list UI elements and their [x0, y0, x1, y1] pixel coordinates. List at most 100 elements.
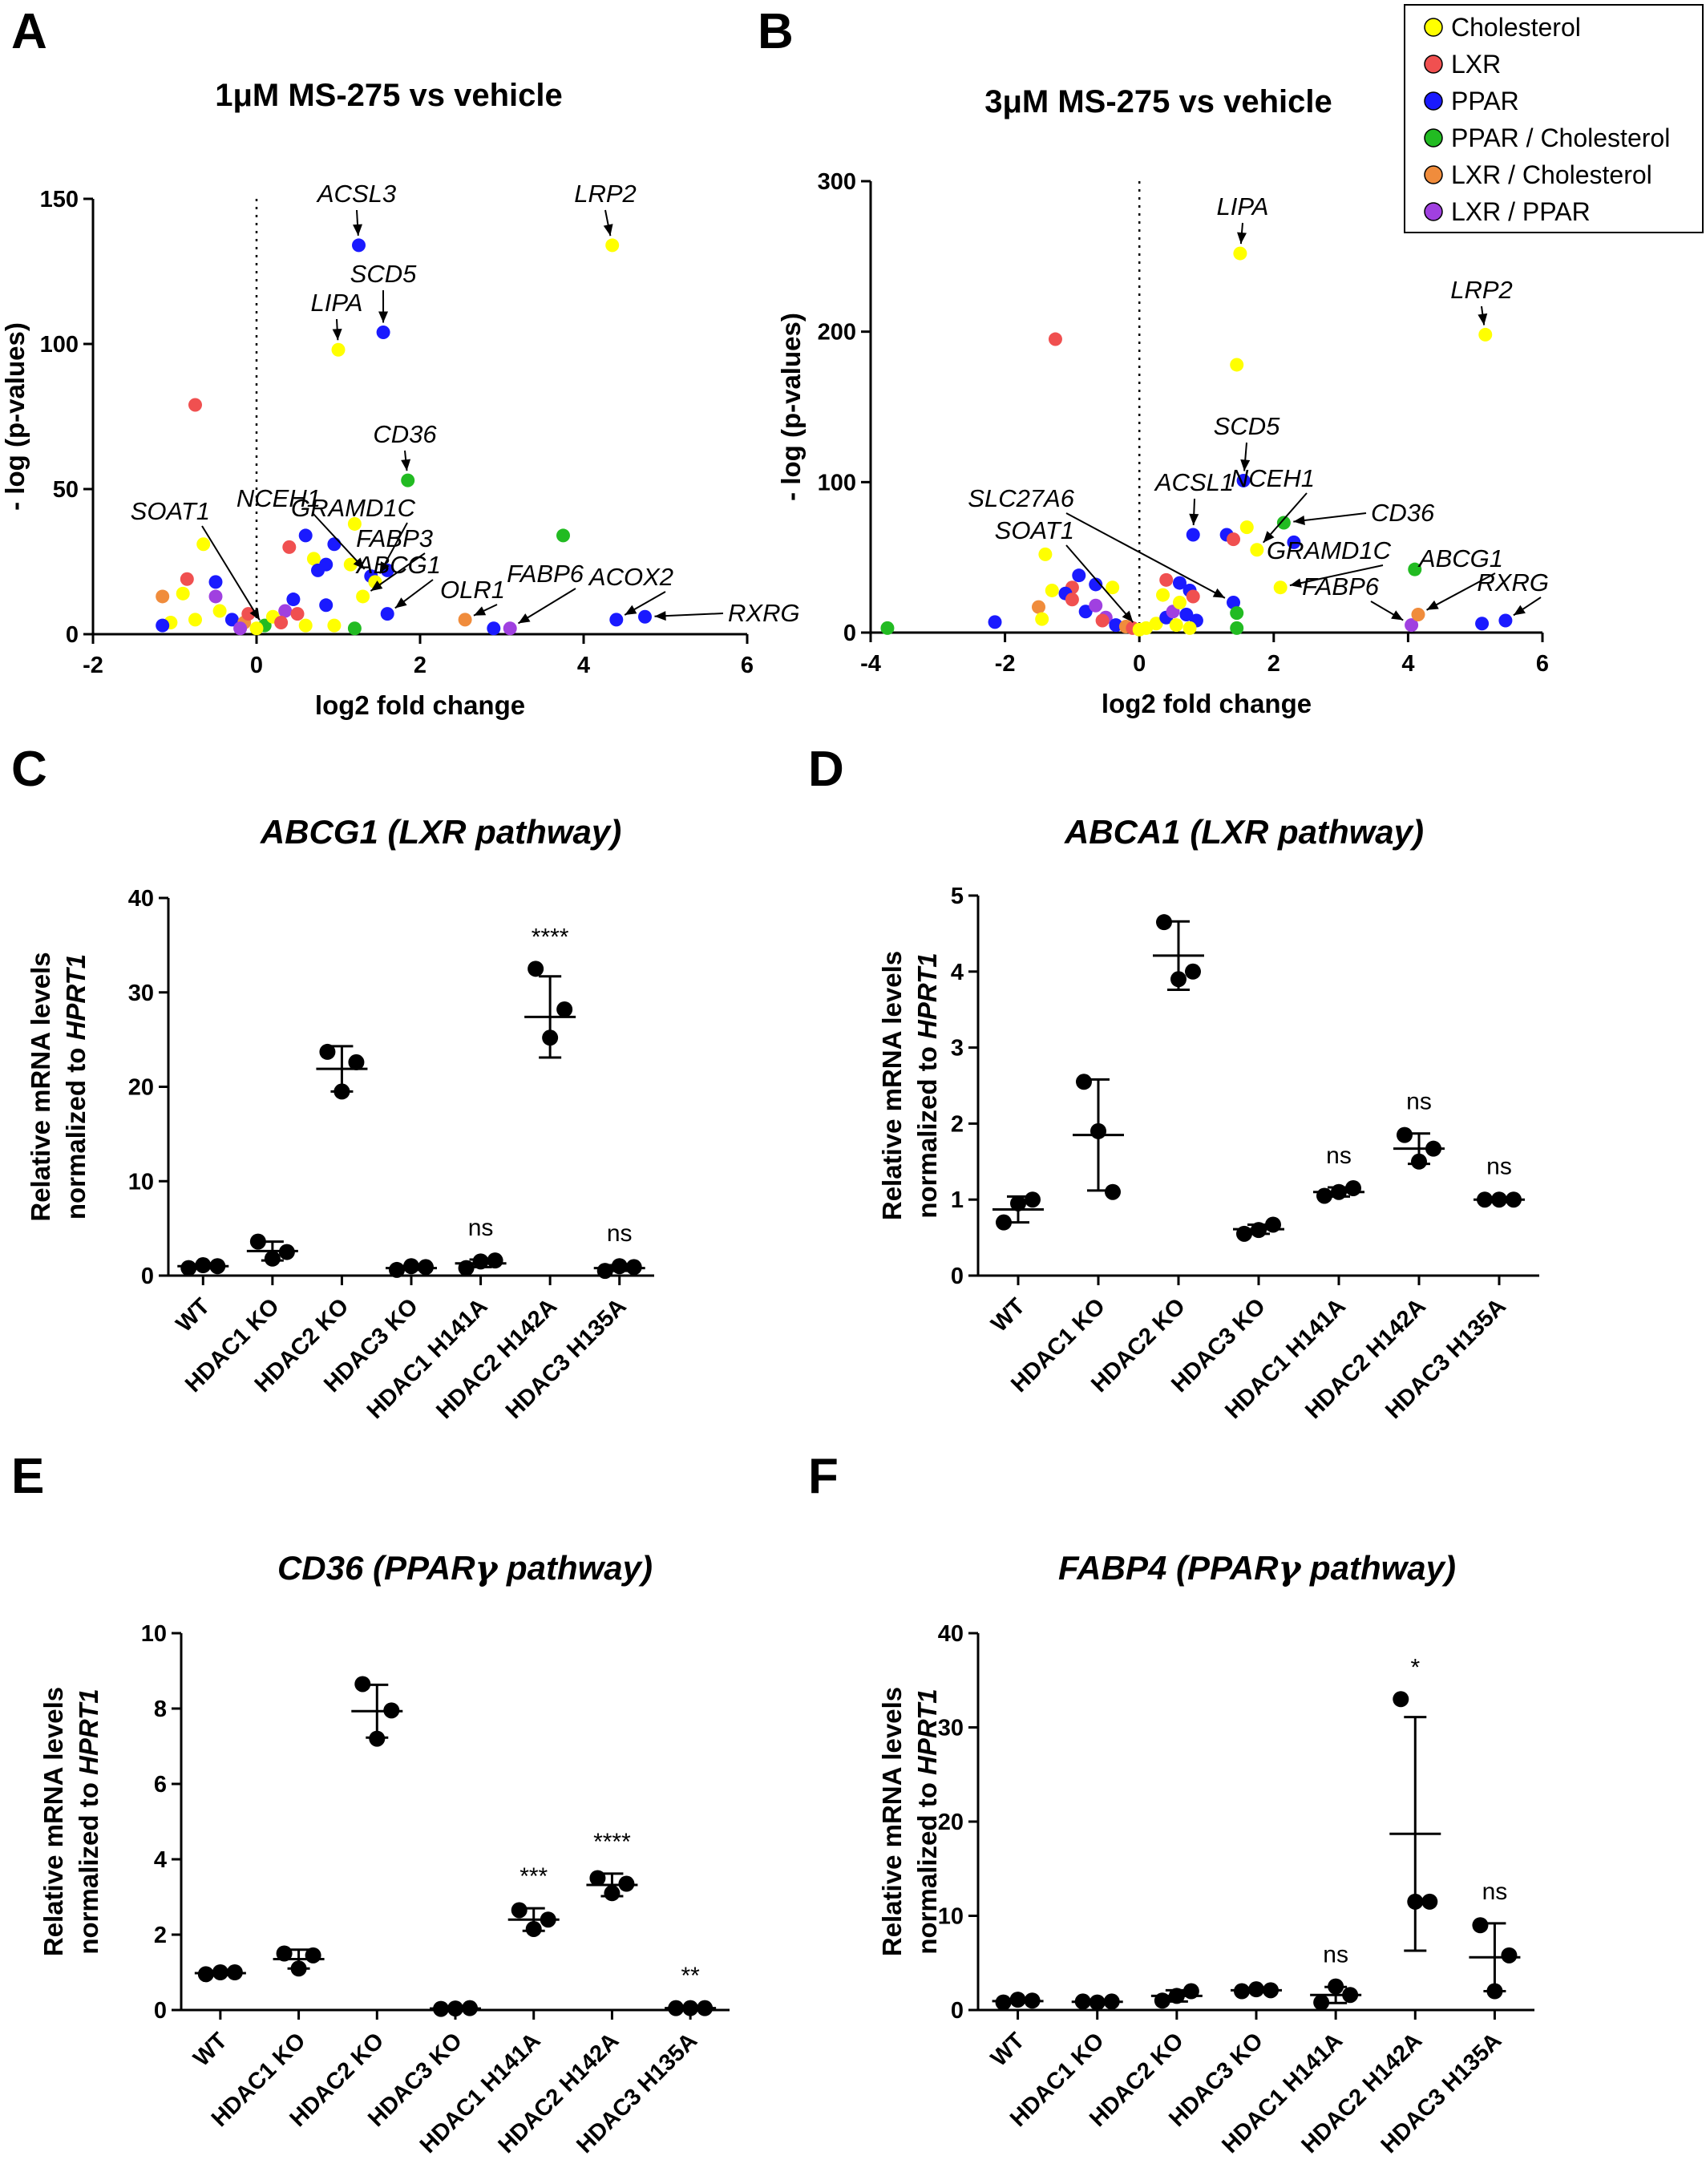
- y-tick-label: 50: [53, 477, 79, 503]
- gene-label: NCEH1: [236, 484, 321, 512]
- annotation-arrowhead: [1240, 459, 1251, 471]
- replicate-point: [511, 1902, 528, 1919]
- legend-entry: LXR / Cholesterol: [1424, 160, 1652, 189]
- data-point: [1498, 613, 1513, 628]
- significance-label: ns: [468, 1215, 494, 1241]
- annotation-arrowhead: [401, 459, 411, 471]
- chart-title-part: pathway): [497, 1549, 653, 1587]
- y-tick-label: 6: [154, 1772, 167, 1798]
- x-tick-label: 4: [577, 653, 590, 678]
- annotation-arrowhead: [1391, 610, 1404, 621]
- annotation-arrow: [312, 512, 366, 570]
- gene-label: SCD5: [350, 260, 417, 288]
- y-tick-label: 0: [154, 1998, 167, 2024]
- y-axis-label-line2: normalized to HPRT1: [912, 1689, 942, 1954]
- panel-letter-a: A: [11, 4, 47, 59]
- x-tick-label: 2: [1267, 651, 1280, 677]
- legend-swatch-cholesterol: [1424, 18, 1443, 37]
- y-axis-label-line2: normalized to HPRT1: [74, 1689, 103, 1954]
- data-point: [1045, 583, 1059, 597]
- chart-title: FABP4 (PPARγ pathway): [1058, 1548, 1456, 1587]
- replicate-point: [996, 1214, 1012, 1231]
- x-category-label: HDAC3 H135A: [501, 1293, 632, 1424]
- data-point: [1411, 607, 1425, 621]
- data-point: [1038, 547, 1053, 561]
- data-point: [343, 557, 358, 572]
- y-tick-label: 200: [818, 320, 856, 346]
- data-point: [298, 528, 313, 543]
- annotation-arrowhead: [1513, 605, 1526, 616]
- legend-swatch-ppar: [1424, 91, 1443, 111]
- data-point: [1273, 580, 1288, 595]
- data-point: [208, 575, 223, 589]
- y-tick-label: 4: [951, 960, 964, 985]
- data-point: [1230, 606, 1244, 621]
- gene-label: ABCG1: [355, 551, 441, 579]
- y-axis-label-text: normalized to: [74, 1775, 103, 1955]
- data-point: [1109, 618, 1123, 633]
- x-category-label: WT: [986, 2028, 1030, 2072]
- significance-label: ns: [1326, 1143, 1352, 1169]
- chart-title: 3μM MS-275 vs vehicle: [984, 84, 1332, 119]
- gene-label: SOAT1: [131, 497, 210, 525]
- data-point: [1172, 595, 1187, 609]
- significance-label: ns: [607, 1220, 633, 1247]
- annotation-arrowhead: [1293, 516, 1305, 525]
- legend-entry: PPAR / Cholesterol: [1424, 123, 1670, 152]
- annotation-arrowhead: [654, 611, 666, 621]
- data-point: [487, 621, 501, 636]
- y-tick-label: 5: [951, 884, 964, 909]
- y-axis-label-text: normalized to: [912, 1039, 942, 1219]
- y-axis-label-text: normalized to: [912, 1775, 942, 1955]
- data-point: [224, 613, 239, 627]
- x-category-label: WT: [188, 2028, 232, 2072]
- significance-label: ****: [593, 1829, 631, 1855]
- y-axis-label-line2: normalized to HPRT1: [61, 954, 91, 1219]
- legend: Cholesterol LXR PPAR PPAR / Cholesterol …: [1404, 4, 1704, 233]
- data-point: [347, 516, 362, 531]
- data-point: [1149, 617, 1163, 631]
- annotation-arrow: [1289, 564, 1384, 587]
- significance-label: ns: [1482, 1879, 1508, 1905]
- data-point: [401, 473, 415, 487]
- y-tick-label: 4: [154, 1847, 167, 1873]
- x-tick-label: -4: [860, 651, 881, 677]
- data-point: [1239, 520, 1254, 535]
- dot-plot-cd36: CD36 (PPARγ pathway) Relative mRNA levels…: [38, 1548, 730, 2158]
- gene-label: OLR1: [440, 576, 505, 604]
- replicate-point: [1025, 1191, 1041, 1208]
- panel-letter-d: D: [808, 742, 844, 797]
- annotation-arrow: [1065, 512, 1226, 599]
- data-point: [609, 613, 624, 627]
- legend-frame: [1404, 4, 1704, 233]
- x-tick-label: -2: [83, 653, 103, 678]
- data-point: [556, 528, 570, 543]
- data-point: [156, 618, 170, 633]
- annotation-arrowhead: [379, 561, 390, 574]
- y-axis-label-line2: normalized to HPRT1: [912, 952, 942, 1218]
- replicate-point: [1156, 914, 1172, 931]
- data-point: [1159, 572, 1174, 587]
- replicate-point: [348, 1054, 365, 1070]
- dot-plot-abcg1: ABCG1 (LXR pathway)Relative mRNA levels n…: [26, 813, 654, 1424]
- chart-title-part: FABP4 (PPAR: [1058, 1549, 1279, 1587]
- data-point: [241, 607, 256, 621]
- data-point: [1132, 622, 1146, 637]
- data-point: [1035, 612, 1049, 626]
- legend-entry: LXR: [1424, 50, 1501, 79]
- replicate-point: [1472, 1917, 1489, 1934]
- annotation-arrowhead: [370, 580, 383, 592]
- x-category-label: WT: [172, 1293, 216, 1337]
- data-point: [249, 621, 264, 636]
- data-point: [1182, 621, 1197, 635]
- data-point: [1179, 607, 1194, 621]
- data-point: [1072, 568, 1086, 583]
- data-point: [1089, 577, 1103, 592]
- panel-letter-b: B: [758, 4, 794, 59]
- data-point: [1172, 576, 1187, 590]
- annotation-arrowhead: [518, 613, 531, 624]
- gene-label: CD36: [373, 420, 437, 448]
- y-axis-label: - log (p-values): [0, 322, 30, 511]
- gene-label: ABCG1: [1417, 544, 1503, 572]
- annotation-arrowhead: [625, 605, 637, 615]
